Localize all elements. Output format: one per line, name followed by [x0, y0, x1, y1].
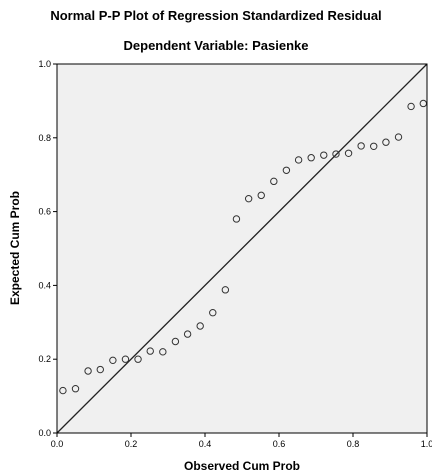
- x-axis-label: Observed Cum Prob: [184, 459, 300, 473]
- data-point: [332, 150, 340, 158]
- data-point: [307, 154, 315, 162]
- y-tick-label: 0.8: [38, 133, 51, 143]
- data-point: [320, 151, 328, 159]
- data-point: [209, 309, 217, 317]
- data-point: [96, 365, 104, 374]
- data-point: [394, 133, 403, 141]
- data-point: [407, 102, 415, 111]
- x-tick-label: 0.0: [51, 439, 64, 449]
- data-point: [344, 149, 353, 157]
- data-point: [370, 142, 378, 150]
- x-axis-ticks: 0.0 0.2 0.4 0.6 0.8 1.0: [51, 433, 432, 449]
- data-point: [84, 367, 92, 375]
- y-tick-label: 0.0: [38, 428, 51, 438]
- y-axis-label: Expected Cum Prob: [8, 191, 22, 305]
- data-point: [419, 99, 427, 108]
- data-point: [294, 156, 303, 164]
- data-point: [232, 215, 241, 223]
- data-point: [159, 348, 167, 356]
- reference-line: [56, 63, 428, 434]
- x-tick-label: 1.0: [421, 439, 432, 449]
- data-point: [183, 330, 192, 338]
- x-tick-label: 0.4: [199, 439, 212, 449]
- data-point: [244, 194, 253, 203]
- y-tick-label: 0.2: [38, 354, 51, 364]
- data-point: [196, 322, 204, 330]
- data-point: [357, 142, 365, 150]
- y-tick-label: 1.0: [38, 59, 51, 69]
- data-point: [221, 286, 230, 294]
- data-point: [71, 385, 80, 393]
- y-axis-ticks: 0.0 0.2 0.4 0.6 0.8 1.0: [38, 59, 57, 438]
- data-point: [109, 356, 117, 365]
- y-tick-label: 0.6: [38, 207, 51, 217]
- data-point: [257, 191, 265, 200]
- x-tick-label: 0.6: [273, 439, 286, 449]
- data-point: [270, 177, 278, 186]
- data-point: [134, 355, 142, 363]
- chart-subtitle: Dependent Variable: Pasienke: [124, 38, 309, 53]
- data-point: [59, 386, 67, 395]
- y-tick-label: 0.4: [38, 280, 51, 290]
- x-tick-label: 0.2: [125, 439, 138, 449]
- data-point: [282, 166, 291, 174]
- data-point: [382, 138, 390, 146]
- chart-title: Normal P-P Plot of Regression Standardiz…: [50, 8, 381, 23]
- data-point: [121, 355, 130, 363]
- data-point: [146, 347, 154, 355]
- data-points: [59, 99, 427, 395]
- data-point: [171, 337, 180, 346]
- x-tick-label: 0.8: [347, 439, 360, 449]
- plot-frame: [56, 63, 428, 434]
